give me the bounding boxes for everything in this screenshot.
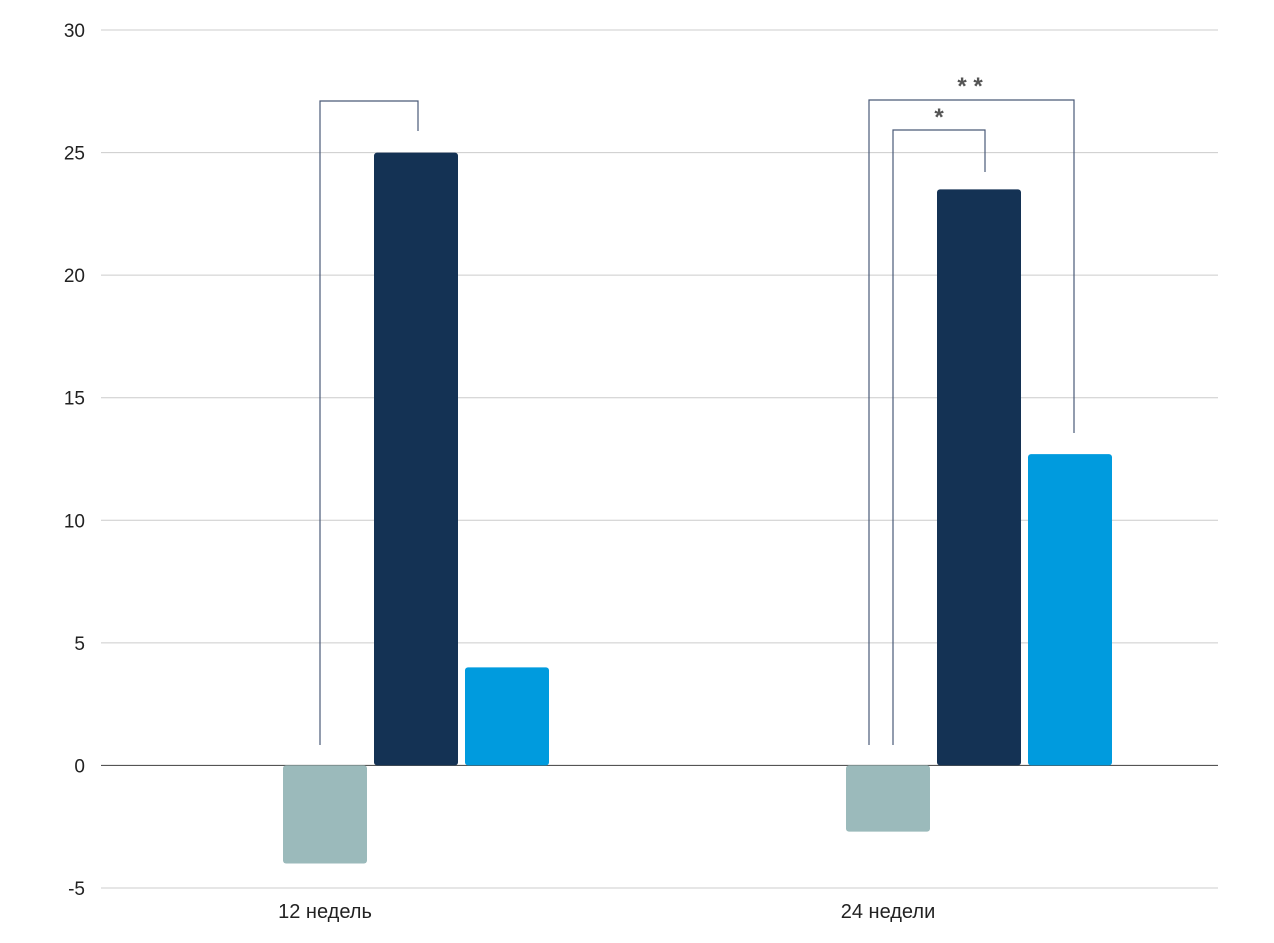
bar xyxy=(283,765,367,864)
y-tick-label: 10 xyxy=(64,511,85,532)
y-tick-label: 20 xyxy=(64,266,85,287)
bar xyxy=(1028,454,1112,766)
y-axis-ticks: -5 0 5 10 15 20 25 30 xyxy=(64,21,85,900)
y-tick-label: 0 xyxy=(74,756,85,777)
significance-label: * xyxy=(934,104,944,131)
significance-label: * * xyxy=(957,73,983,100)
significance-bracket xyxy=(319,100,419,745)
bar xyxy=(465,667,549,766)
y-tick-label: 30 xyxy=(64,21,85,42)
bar xyxy=(846,765,930,832)
bar xyxy=(937,189,1021,766)
x-category-label: 12 недель xyxy=(278,901,372,923)
significance-bracket xyxy=(868,99,1075,745)
y-tick-label: -5 xyxy=(68,879,85,900)
x-axis-labels: 12 недель 24 недели xyxy=(278,901,935,923)
y-tick-label: 25 xyxy=(64,144,85,165)
x-category-label: 24 недели xyxy=(841,901,936,923)
bars xyxy=(283,152,1112,864)
y-tick-label: 15 xyxy=(64,389,85,410)
y-tick-label: 5 xyxy=(74,634,85,655)
significance-bracket xyxy=(892,129,986,745)
bar xyxy=(374,152,458,766)
significance-brackets: * * * xyxy=(319,73,1075,745)
